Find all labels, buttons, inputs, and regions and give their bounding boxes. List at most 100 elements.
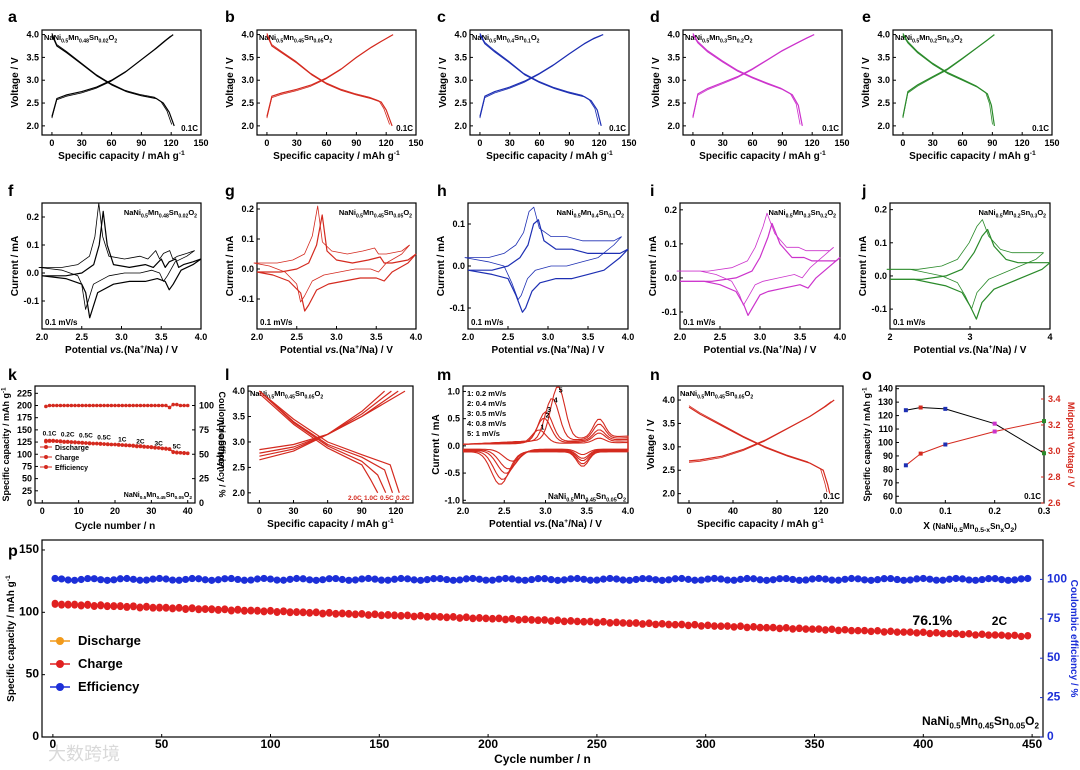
y-tick-label: 2.5 <box>232 462 245 472</box>
text-part: 0.2 <box>1014 213 1021 219</box>
x-tick-label: 400 <box>913 737 933 751</box>
data-point-Charge <box>116 442 121 447</box>
text-part: O <box>615 208 621 217</box>
data-point-Efficiency <box>919 574 927 583</box>
data-point-Efficiency <box>854 575 862 583</box>
text-part: O <box>744 33 750 42</box>
panel-label: d <box>650 9 660 26</box>
data-point-Efficiency <box>87 403 92 408</box>
data-point-Efficiency <box>164 403 168 408</box>
panel-label: f <box>8 183 14 200</box>
text-part: (Na <box>550 345 567 356</box>
text-part: /Na) / V <box>568 519 602 530</box>
data-point-Efficiency <box>495 575 503 583</box>
panel-l: l 0 30 60 90 120 2.0 2.5 3.0 3.5 4.0 Specific capac… <box>216 367 414 530</box>
data-point-Charge <box>737 622 744 630</box>
curve-discharge <box>688 406 831 494</box>
axes-frame <box>41 29 202 136</box>
y-tick-label: 2.0 <box>454 121 467 131</box>
data-point-Charge <box>65 439 70 444</box>
y-tick-label: 3.5 <box>662 418 675 428</box>
x-axis-label: Specific capacity / mAh g-1 <box>273 150 400 162</box>
data-point-Charge <box>567 617 575 624</box>
x-tick-label: 2.0 <box>457 506 470 516</box>
data-point-Charge <box>580 617 588 625</box>
data-point-Charge <box>449 613 457 620</box>
data-point-Efficiency <box>97 576 105 584</box>
y-tick-label: 100 <box>17 449 32 459</box>
y-tick-label: 120 <box>878 411 893 421</box>
text-part: vs. <box>537 345 551 356</box>
text-part: NaNi <box>472 33 489 42</box>
y-tick-label: 0.1 <box>664 239 677 249</box>
data-point-Efficiency <box>449 576 457 584</box>
data-point-Charge <box>84 441 88 445</box>
y-axis-label: Voltage / V <box>438 57 449 108</box>
data-point-Efficiency <box>586 576 594 584</box>
data-point-Efficiency <box>952 574 960 583</box>
data-point <box>918 451 923 456</box>
x-tick-label: 2 <box>887 332 892 342</box>
y-tick-label: 2.0 <box>662 489 675 499</box>
text-part: 0.5 <box>954 527 964 534</box>
legend-marker <box>44 455 48 459</box>
annotation: 0.1 mV/s <box>45 318 78 327</box>
y-axis-label: Current / mA <box>648 236 659 297</box>
y-right-axis-label: Midpoint Voltage / V <box>1066 402 1076 487</box>
y-tick-label: -0.5 <box>444 468 460 478</box>
x-tick-label: 2.5 <box>75 332 88 342</box>
data-point-Efficiency <box>410 576 418 584</box>
text-part: /Na) / V <box>571 345 605 356</box>
y-tick-label: 0.0 <box>452 261 465 271</box>
rate-label: 5C <box>173 443 182 450</box>
data-point-Charge <box>593 618 601 626</box>
chart-title: NaNi0.5Mn0.45Sn0.05O2 <box>548 492 626 503</box>
text-part: /Na) / V <box>144 345 178 356</box>
text-part: -1 <box>5 575 12 581</box>
y-tick-label: 3.5 <box>667 52 680 62</box>
y-tick-label: 70 <box>883 478 893 488</box>
data-point-Efficiency <box>991 575 999 583</box>
data-point-Charge <box>848 626 855 634</box>
data-point-Charge <box>103 602 111 609</box>
x-tick-label: 30 <box>505 138 515 148</box>
data-point-Charge <box>926 629 934 637</box>
y-tick-label: 0.1 <box>241 234 254 244</box>
annotation: 0.1C <box>1024 492 1041 501</box>
text-part: X <box>923 521 932 532</box>
data-point-Efficiency <box>658 576 666 584</box>
curve-charge <box>688 399 835 462</box>
curve-anodic <box>680 222 841 282</box>
data-point-Efficiency <box>671 575 679 583</box>
data-point-Efficiency <box>639 574 647 583</box>
x-tick-label: 0 <box>686 506 691 516</box>
data-point-Charge <box>120 443 125 447</box>
data-point-Charge <box>77 601 85 609</box>
y-tick-label: 0.2 <box>26 212 39 222</box>
y-tick-label: 3.0 <box>454 75 467 85</box>
axes-frame <box>682 29 843 136</box>
data-point-Charge <box>247 606 255 614</box>
data-point-Efficiency <box>44 404 48 409</box>
text-part: Sn <box>514 33 524 42</box>
text-part: 0.5 <box>276 38 283 44</box>
legend-marker <box>44 445 48 449</box>
text-part: O <box>744 389 750 398</box>
text-part: 0.5 <box>489 38 496 44</box>
text-part: Mn <box>574 492 586 501</box>
data-point-Efficiency <box>178 403 183 408</box>
x-tick-label: 2.0 <box>36 332 49 342</box>
data-point-Charge <box>828 625 836 633</box>
text-part: vs. <box>325 345 339 356</box>
text-part: 0.5 <box>697 394 704 400</box>
data-point-Efficiency <box>874 576 882 584</box>
text-part: Specific capacity / mAh g <box>862 393 872 502</box>
text-part: Sn <box>384 208 394 217</box>
data-point-Efficiency <box>1011 576 1019 584</box>
legend-entry: 1: 0.2 mV/s <box>467 389 506 398</box>
curve-discharge-cycle2 <box>51 33 173 125</box>
text-part: Potential <box>65 345 110 356</box>
y-tick-label: 140 <box>878 384 893 394</box>
data-point-Efficiency <box>462 575 470 583</box>
text-part: 0.05 <box>1009 722 1025 731</box>
